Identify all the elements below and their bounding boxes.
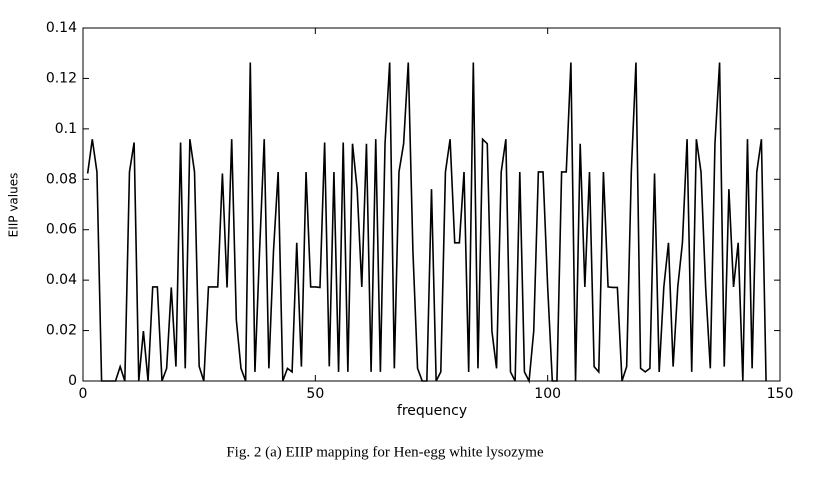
- y-tick-label: 0.14: [46, 20, 77, 36]
- data-line: [86, 62, 767, 384]
- y-tick-label: 0.02: [46, 323, 77, 339]
- x-tick-label: 150: [767, 386, 794, 402]
- y-axis-label: EIIP values: [7, 173, 21, 238]
- y-tick-label: 0: [68, 373, 77, 389]
- caption: Fig. 2 (a) EIIP mapping for Hen-egg whit…: [226, 444, 544, 460]
- plot-frame: [82, 27, 781, 382]
- x-tick-label: 100: [534, 386, 561, 402]
- y-tick-label: 0.08: [46, 171, 77, 187]
- y-tick-label: 0.04: [46, 272, 77, 288]
- y-tick-label: 0.12: [46, 70, 77, 86]
- x-tick-label: 50: [306, 386, 324, 402]
- y-tick-label: 0.1: [55, 121, 77, 137]
- x-tick-label: 0: [79, 386, 88, 402]
- x-axis-label: frequency: [397, 403, 467, 419]
- y-tick-label: 0.06: [46, 222, 77, 238]
